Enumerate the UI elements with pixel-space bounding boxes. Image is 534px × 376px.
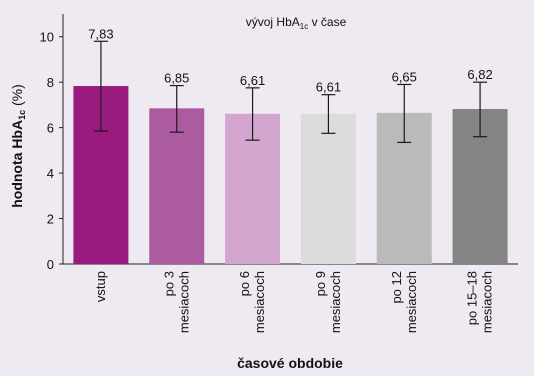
x-category-label: mesiacoch: [404, 271, 419, 333]
y-tick-label: 6: [47, 121, 54, 136]
data-label: 6,61: [240, 73, 265, 88]
x-category-label: po 12: [389, 271, 404, 304]
data-label: 7,83: [88, 26, 113, 41]
y-tick-label: 8: [47, 75, 54, 90]
x-category-label: po 15–18: [465, 271, 480, 325]
y-axis-title: hodnota HbA1c (%): [9, 84, 27, 208]
data-label: 6,85: [164, 71, 189, 86]
data-label: 6,61: [316, 80, 341, 95]
y-tick-label: 10: [40, 30, 54, 45]
bar: [149, 108, 205, 265]
x-category-label: po 3: [161, 271, 176, 296]
bar: [300, 113, 356, 264]
y-axis-title-subscript: 1c: [17, 110, 27, 120]
x-category-label: mesiacoch: [176, 271, 191, 333]
x-axis-title: časové obdobie: [237, 355, 343, 371]
y-ticks: 0 2 4 6 8 10: [40, 30, 63, 272]
plot-area: 7,83 6,85 6,61 6,61 6,65 6,82 0 2 4 6 8 10 vstup po…: [40, 14, 518, 333]
x-category-label: po 9: [313, 271, 328, 296]
y-tick-label: 2: [47, 212, 54, 227]
chart-title-subscript: 1c: [300, 22, 308, 31]
data-label: 6,82: [467, 67, 492, 82]
bars: 7,83 6,85 6,61 6,61 6,65 6,82: [73, 26, 508, 265]
chart-title: vývoj HbA1c v čase: [246, 15, 347, 31]
x-category-label: mesiacoch: [328, 271, 343, 333]
data-label: 6,65: [392, 69, 417, 84]
x-category-label: mesiacoch: [480, 271, 495, 333]
x-category-label: mesiacoch: [252, 271, 267, 333]
y-tick-label: 0: [47, 257, 54, 272]
x-category-label: vstup: [93, 271, 108, 302]
x-category-labels: vstup po 3 mesiacoch po 6 mesiacoch po 9 mesia…: [93, 271, 495, 333]
x-category-label: po 6: [237, 271, 252, 296]
y-tick-label: 4: [47, 166, 54, 181]
